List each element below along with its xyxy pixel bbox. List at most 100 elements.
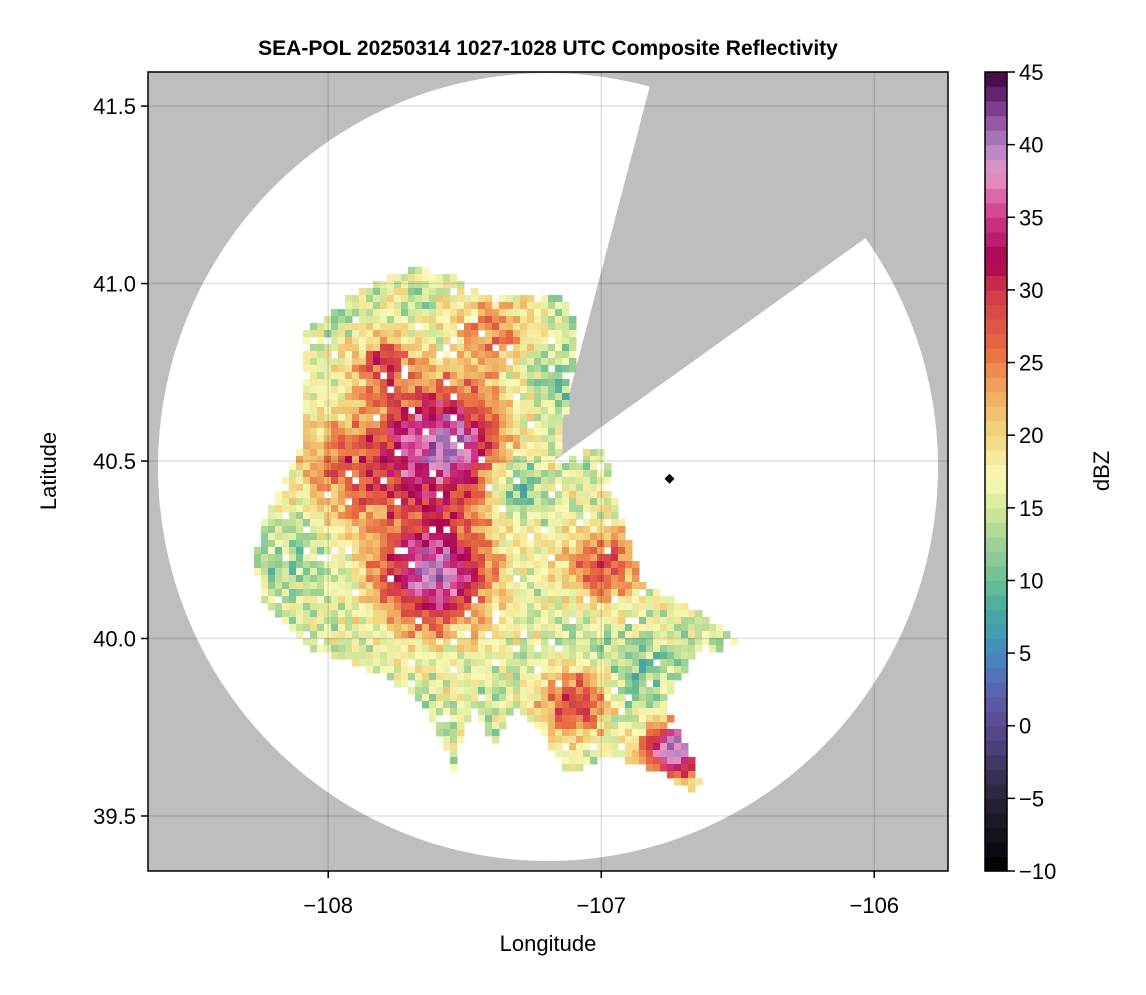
echo-cell — [366, 372, 374, 380]
echo-cell — [366, 540, 374, 548]
echo-cell — [436, 603, 444, 611]
echo-cell — [422, 568, 430, 576]
echo-cell — [275, 491, 283, 499]
echo-cell — [569, 540, 577, 548]
echo-cell — [422, 603, 430, 611]
echo-cell — [282, 519, 290, 527]
echo-cell — [660, 659, 668, 667]
echo-cell — [443, 701, 451, 709]
echo-cell — [457, 344, 465, 352]
echo-cell — [576, 659, 584, 667]
echo-cell — [401, 428, 409, 436]
echo-cell — [324, 596, 332, 604]
echo-cell — [541, 316, 549, 324]
echo-cell — [366, 414, 374, 422]
echo-cell — [499, 568, 507, 576]
echo-cell — [380, 344, 388, 352]
echo-cell — [457, 372, 465, 380]
echo-cell — [359, 400, 367, 408]
echo-cell — [667, 687, 675, 695]
echo-cell — [674, 624, 682, 632]
echo-cell — [611, 617, 619, 625]
echo-cell — [618, 610, 626, 618]
echo-cell — [443, 295, 451, 303]
echo-cell — [436, 498, 444, 506]
echo-cell — [310, 351, 318, 359]
echo-cell — [660, 722, 668, 730]
echo-cell — [380, 526, 388, 534]
echo-cell — [275, 533, 283, 541]
echo-cell — [310, 456, 318, 464]
echo-cell — [492, 708, 500, 716]
echo-cell — [548, 414, 556, 422]
echo-cell — [583, 575, 591, 583]
echo-cell — [338, 351, 346, 359]
echo-cell — [653, 617, 661, 625]
echo-cell — [653, 638, 661, 646]
echo-cell — [604, 680, 612, 688]
echo-cell — [653, 743, 661, 751]
echo-cell — [471, 421, 479, 429]
echo-cell — [541, 596, 549, 604]
echo-cell — [541, 428, 549, 436]
echo-cell — [485, 526, 493, 534]
echo-cell — [450, 400, 458, 408]
echo-cell — [513, 547, 521, 555]
echo-cell — [310, 624, 318, 632]
echo-cell — [555, 743, 563, 751]
echo-cell — [464, 372, 472, 380]
echo-cell — [534, 533, 542, 541]
echo-cell — [457, 540, 465, 548]
echo-cell — [450, 659, 458, 667]
colorbar-band — [985, 493, 1007, 509]
echo-cell — [380, 582, 388, 590]
echo-cell — [520, 659, 528, 667]
echo-cell — [373, 316, 381, 324]
echo-cell — [464, 561, 472, 569]
echo-cell — [590, 666, 598, 674]
echo-cell — [499, 596, 507, 604]
echo-cell — [352, 610, 360, 618]
echo-cell — [485, 582, 493, 590]
echo-cell — [681, 757, 689, 765]
echo-cell — [520, 344, 528, 352]
echo-cell — [625, 603, 633, 611]
echo-cell — [359, 365, 367, 373]
echo-cell — [555, 729, 563, 737]
echo-cell — [604, 568, 612, 576]
echo-cell — [422, 596, 430, 604]
echo-cell — [506, 554, 514, 562]
echo-cell — [492, 568, 500, 576]
echo-cell — [548, 463, 556, 471]
echo-cell — [352, 582, 360, 590]
echo-cell — [429, 715, 437, 723]
echo-cell — [506, 652, 514, 660]
echo-cell — [345, 540, 353, 548]
echo-cell — [646, 715, 654, 723]
echo-cell — [324, 512, 332, 520]
echo-cell — [408, 617, 416, 625]
echo-cell — [317, 470, 325, 478]
echo-cell — [338, 652, 346, 660]
echo-cell — [443, 274, 451, 282]
echo-cell — [499, 582, 507, 590]
echo-cell — [646, 701, 654, 709]
echo-cell — [303, 624, 311, 632]
echo-cell — [429, 617, 437, 625]
echo-cell — [324, 400, 332, 408]
echo-cell — [324, 470, 332, 478]
echo-cell — [352, 491, 360, 499]
echo-cell — [359, 463, 367, 471]
echo-cell — [604, 715, 612, 723]
echo-cell — [604, 631, 612, 639]
echo-cell — [401, 442, 409, 450]
echo-cell — [513, 652, 521, 660]
echo-cell — [394, 512, 402, 520]
echo-cell — [534, 477, 542, 485]
echo-cell — [541, 701, 549, 709]
echo-cell — [562, 673, 570, 681]
echo-cell — [359, 484, 367, 492]
echo-cell — [387, 449, 395, 457]
echo-cell — [408, 498, 416, 506]
echo-cell — [478, 505, 486, 513]
